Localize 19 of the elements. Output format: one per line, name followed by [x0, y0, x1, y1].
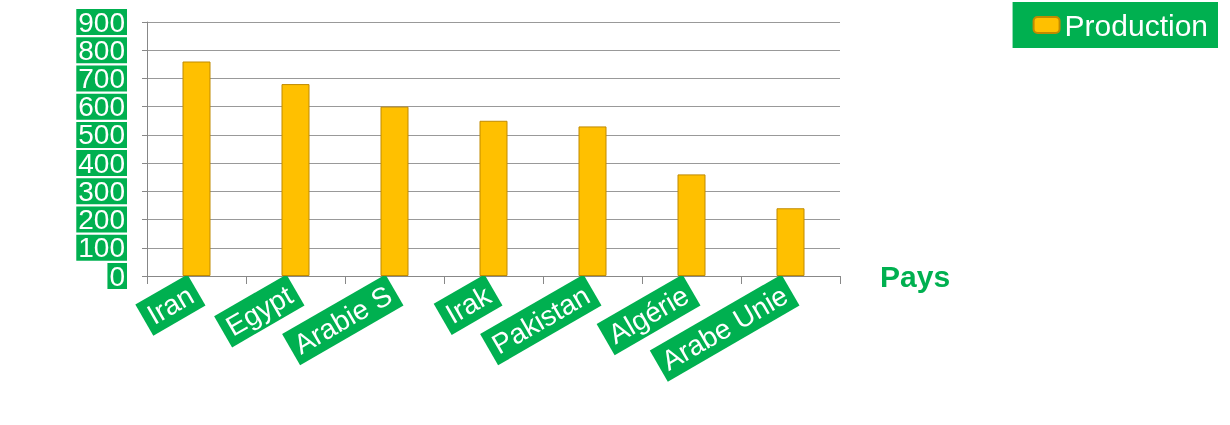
x-tick-label: Irak — [440, 279, 497, 330]
bar — [776, 208, 805, 276]
y-tick-label: 600 — [78, 91, 125, 123]
bar — [578, 126, 607, 276]
y-tick-label: 900 — [78, 6, 125, 38]
y-tick-label: 0 — [109, 260, 125, 292]
bar — [380, 106, 409, 276]
y-tick-label: 200 — [78, 204, 125, 236]
bar — [281, 84, 310, 276]
y-tick-label: 500 — [78, 119, 125, 151]
y-tick-label: 300 — [78, 175, 125, 207]
y-tick-label: 400 — [78, 147, 125, 179]
x-tick-label: Iran — [141, 279, 200, 331]
y-tick-label: 700 — [78, 62, 125, 94]
y-tick-label: 100 — [78, 232, 125, 264]
y-tick-label: 800 — [78, 34, 125, 66]
bar — [677, 174, 706, 276]
legend-label: Production — [1064, 8, 1209, 42]
x-axis-title: Pays — [880, 259, 951, 293]
